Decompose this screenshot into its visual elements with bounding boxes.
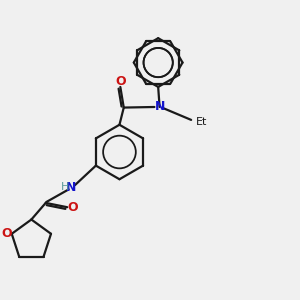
- Text: N: N: [66, 181, 77, 194]
- Text: O: O: [1, 227, 12, 240]
- Text: N: N: [154, 100, 165, 113]
- Text: O: O: [115, 75, 126, 88]
- Text: O: O: [68, 201, 78, 214]
- Text: H: H: [61, 182, 69, 192]
- Text: Et: Et: [196, 117, 208, 127]
